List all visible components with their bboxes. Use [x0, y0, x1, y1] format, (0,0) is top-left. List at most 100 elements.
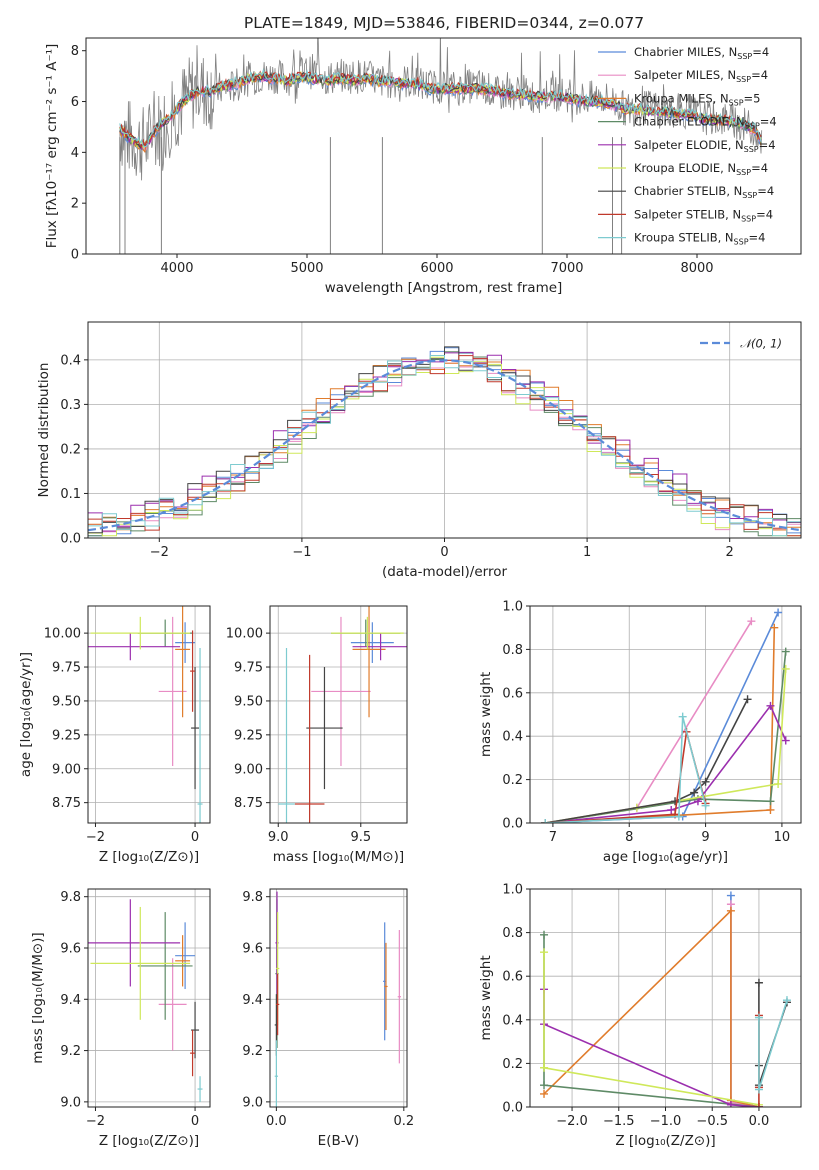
mass-weight-marker [781, 664, 790, 673]
mass-weight-marker [540, 1089, 549, 1098]
mass-weight-marker [674, 812, 683, 821]
x-axis-label: E(B-V) [318, 1133, 360, 1149]
y-tick-label: 9.0 [242, 1095, 263, 1110]
x-tick-label: 4000 [160, 261, 193, 276]
panel-massweight-vs-age: 7 8 9 10 0.0 0.2 0.4 0.6 0.8 1.0 age [log₁₀(age/yr… [478, 600, 802, 865]
y-tick-label: 9.6 [60, 941, 81, 956]
y-tick-label: 9.8 [60, 890, 81, 905]
y-axis-label: Flux [fλ10⁻¹⁷ erg cm⁻² s⁻¹ A⁻¹] [44, 44, 60, 249]
y-tick-label: 0.4 [502, 730, 523, 745]
y-tick-label: 9.4 [60, 993, 81, 1008]
y-axis-label: age [log₁₀(age/yr)] [18, 652, 34, 777]
mass-weight-marker [766, 805, 775, 814]
mass-weight-marker [774, 779, 783, 788]
y-tick-label: 0.1 [60, 487, 81, 502]
mass-weight-marker [782, 996, 791, 1005]
mass-weight-marker [671, 797, 680, 806]
mass-weight-marker [774, 608, 783, 617]
x-tick-label: 8000 [680, 261, 713, 276]
mass-weight-marker [726, 1100, 735, 1107]
mass-weight-marker [770, 623, 779, 632]
y-tick-label: 9.00 [234, 762, 263, 777]
x-tick-label: −0.5 [696, 1114, 728, 1129]
y-tick-label: 1.0 [502, 600, 523, 615]
panel-massweight-vs-Z: −2.0 −1.5 −1.0 −0.5 0.0 0.0 0.2 0.4 0.6 0.8 1.0 Z [… [478, 883, 802, 1149]
plot-area [119, 38, 763, 254]
mass-weight-marker [766, 797, 775, 806]
x-tick-label: 8 [625, 830, 633, 845]
x-tick-label: 9.5 [350, 830, 371, 845]
x-tick-label: 0.2 [393, 1114, 414, 1129]
x-tick-label: 5000 [290, 261, 323, 276]
y-tick-label: 9.0 [60, 1095, 81, 1110]
y-tick-label: 9.4 [242, 993, 263, 1008]
x-tick-label: −1 [292, 545, 311, 560]
x-tick-label: −1.0 [650, 1114, 682, 1129]
y-tick-label: 0.0 [502, 1101, 523, 1116]
y-tick-label: 1.0 [502, 883, 523, 898]
mass-weight-marker [766, 701, 775, 710]
plot-area [278, 606, 407, 823]
y-tick-label: 9.50 [234, 694, 263, 709]
y-tick-label: 0.4 [502, 1013, 523, 1028]
y-tick-label: 0.2 [60, 442, 81, 457]
mass-weight-marker [667, 805, 676, 814]
y-axis-label: mass weight [478, 955, 494, 1040]
x-tick-label: −2.0 [556, 1114, 588, 1129]
residual-histogram [88, 355, 801, 537]
x-axis-label: mass [log₁₀(M/M⊙)] [273, 849, 404, 865]
plot-area [88, 606, 203, 823]
y-axis-label: mass weight [478, 672, 494, 757]
x-tick-label: 0.0 [749, 1114, 770, 1129]
y-tick-label: 0.0 [60, 532, 81, 547]
y-tick-label: 0.6 [502, 970, 523, 985]
plot-area [540, 891, 791, 1107]
y-tick-label: 0 [71, 248, 79, 263]
mass-weight-marker [726, 891, 735, 900]
axes-frame [529, 605, 802, 824]
mass-weight-line [545, 716, 707, 823]
panel-mass-vs-EBV: 0.0 0.2 9.0 9.2 9.4 9.6 9.8 E(B-V) [242, 888, 414, 1149]
y-tick-label: 9.75 [234, 661, 263, 676]
figure-title: PLATE=1849, MJD=53846, FIBERID=0344, z=0… [244, 14, 644, 32]
y-axis-label: Normed distribution [36, 363, 52, 498]
x-axis-label: (data-model)/error [382, 564, 508, 580]
y-tick-label: 0.8 [502, 926, 523, 941]
y-tick-label: 6 [71, 95, 79, 110]
legend-entry-text: Salpeter ELODIE, NSSP=4 [634, 138, 776, 154]
x-tick-label: 0 [440, 545, 448, 560]
x-tick-label: −2 [86, 1114, 105, 1129]
axes-frame [529, 888, 802, 1108]
mass-weight-marker [781, 647, 790, 656]
y-tick-label: 10.00 [44, 627, 81, 642]
x-tick-label: 1 [583, 545, 591, 560]
x-tick-label: 9.0 [268, 830, 289, 845]
axes-frame [87, 321, 802, 539]
x-tick-label: 0 [191, 830, 199, 845]
legend-entry-text: Chabrier STELIB, NSSP=4 [634, 184, 774, 200]
y-tick-label: 0.6 [502, 686, 523, 701]
mass-weight-line [543, 908, 760, 1107]
legend-entry-text: Kroupa STELIB, NSSP=4 [634, 231, 765, 247]
panel-age-vs-mass: 9.0 9.5 8.75 9.00 9.25 9.50 9.75 10.00 mass [log… [226, 605, 408, 865]
panel-age-vs-Z: −2 0 8.75 9.00 9.25 9.50 9.75 10.00 Z [log₁₀(Z/Z… [18, 605, 211, 865]
model-fit-line [119, 68, 762, 148]
mass-weight-marker [747, 617, 756, 626]
mass-weight-marker [540, 930, 549, 939]
mass-weight-marker [693, 797, 702, 806]
mass-weight-marker [540, 948, 549, 957]
x-axis-label: wavelength [Angstrom, rest frame] [325, 280, 563, 296]
y-tick-label: 0.2 [502, 773, 523, 788]
mass-weight-marker [726, 906, 735, 915]
plot-area [541, 608, 790, 823]
y-tick-label: 9.8 [242, 890, 263, 905]
legend-entry-text: Salpeter STELIB, NSSP=4 [634, 207, 773, 223]
y-tick-label: 9.00 [52, 762, 81, 777]
legend-entry-text: Chabrier MILES, NSSP=4 [634, 45, 769, 61]
y-tick-label: 2 [71, 197, 79, 212]
x-tick-label: 10 [774, 830, 791, 845]
legend-entry-text: 𝒩(0, 1) [740, 337, 782, 351]
y-tick-label: 8 [71, 44, 79, 59]
y-axis-label: mass [log₁₀(M/M⊙)] [30, 932, 46, 1063]
